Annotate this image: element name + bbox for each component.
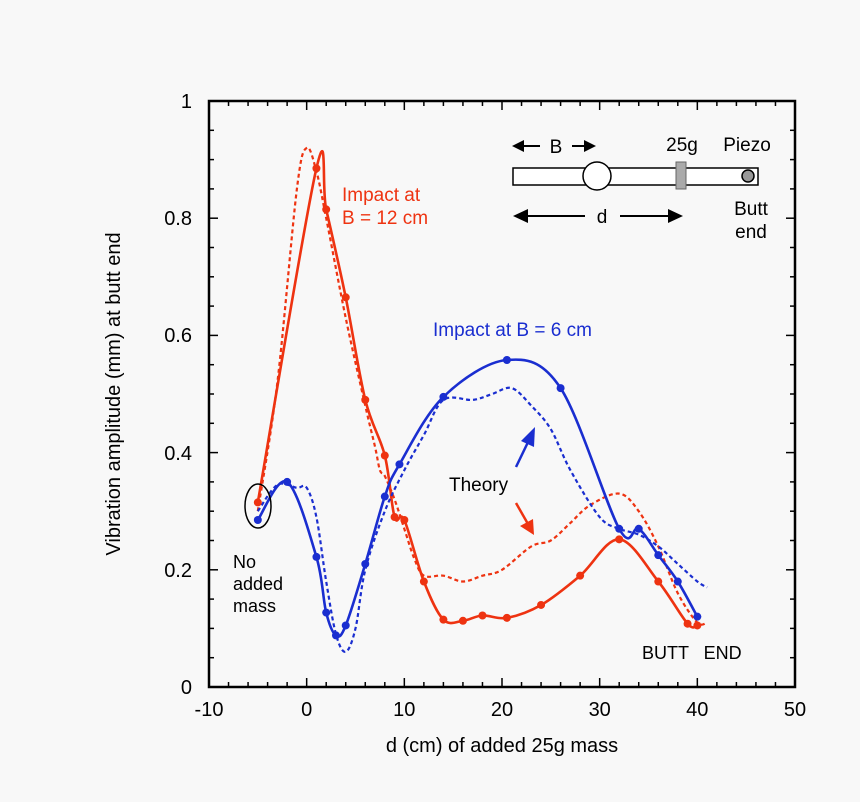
y-tick-labels: 0 0.2 0.4 0.6 0.8 1 [164,91,192,699]
data-point [693,612,702,621]
x-tick-label: 0 [301,699,312,721]
data-point [439,392,448,401]
data-point [312,164,321,173]
data-point [537,600,546,609]
annotation-butt-end: BUTT END [642,643,742,663]
annotation-no-added-mass: mass [233,596,276,616]
inset-label-d: d [597,207,608,228]
data-point [634,524,643,533]
x-tick-labels: -10 0 10 20 30 40 50 [195,699,807,721]
data-point [478,611,487,620]
data-point [312,552,321,561]
annotation-impact-12: B = 12 cm [342,208,428,229]
inset-mass [675,161,687,190]
inset-piezo [741,169,755,183]
x-tick-label: 40 [686,699,708,721]
data-point [673,577,682,586]
x-tick-label: 20 [491,699,513,721]
data-point [439,615,448,624]
inset-bat [512,167,759,186]
x-axis-label: d (cm) of added 25g mass [386,735,618,757]
no-added-mass-ellipse [244,483,272,529]
annotation-impact-12: Impact at [342,185,421,206]
x-tick-label: 50 [784,699,806,721]
inset-label-b: B [550,137,563,158]
series-markers [253,164,702,640]
data-point [683,619,692,628]
data-point [380,451,389,460]
inset-label-piezo: Piezo [723,135,771,156]
y-tick-label: 0.8 [164,208,192,230]
data-point [654,577,663,586]
data-point [380,492,389,501]
data-point [458,616,467,625]
data-point [361,395,370,404]
data-point [615,524,624,533]
data-point [283,477,292,486]
data-point [556,384,565,393]
inset-label-butt: Butt [734,199,769,220]
inset-impact-ball [582,161,612,191]
data-point [322,608,331,617]
inset-diagram: B 25g Piezo d Butt end [512,135,771,243]
data-point [322,205,331,214]
y-tick-label: 0 [181,677,192,699]
y-tick-label: 0.6 [164,325,192,347]
axis-ticks [208,100,796,688]
y-axis-label: Vibration amplitude (mm) at butt end [103,232,125,555]
data-point [400,515,409,524]
data-point [331,631,340,640]
plot-frame [207,99,797,689]
inset-label-end: end [735,222,767,243]
data-point [253,515,262,524]
inset-b-arrow [512,140,596,152]
annotation-impact-6: Impact at B = 6 cm [433,320,592,341]
data-point [419,577,428,586]
y-tick-label: 0.4 [164,443,192,465]
annotation-theory: Theory [449,475,509,496]
annotation-no-added-mass: added [233,574,283,594]
data-point [615,535,624,544]
x-tick-label: -10 [195,699,224,721]
data-point [341,293,350,302]
data-point [390,513,399,522]
inset-d-arrow [513,209,683,223]
theory-arrow-blue [514,427,535,468]
annotation-no-added-mass: No [233,552,256,572]
data-point [693,621,702,630]
data-point [502,356,511,365]
data-point [502,613,511,622]
data-point [654,551,663,560]
data-point [253,498,262,507]
x-tick-label: 30 [589,699,611,721]
data-point [395,460,404,469]
data-point [576,571,585,580]
inset-label-25g: 25g [666,135,698,156]
x-tick-label: 10 [393,699,415,721]
data-point [341,621,350,630]
theory-arrow-red [514,502,534,535]
y-tick-label: 1 [181,91,192,113]
data-point [361,559,370,568]
y-tick-label: 0.2 [164,560,192,582]
